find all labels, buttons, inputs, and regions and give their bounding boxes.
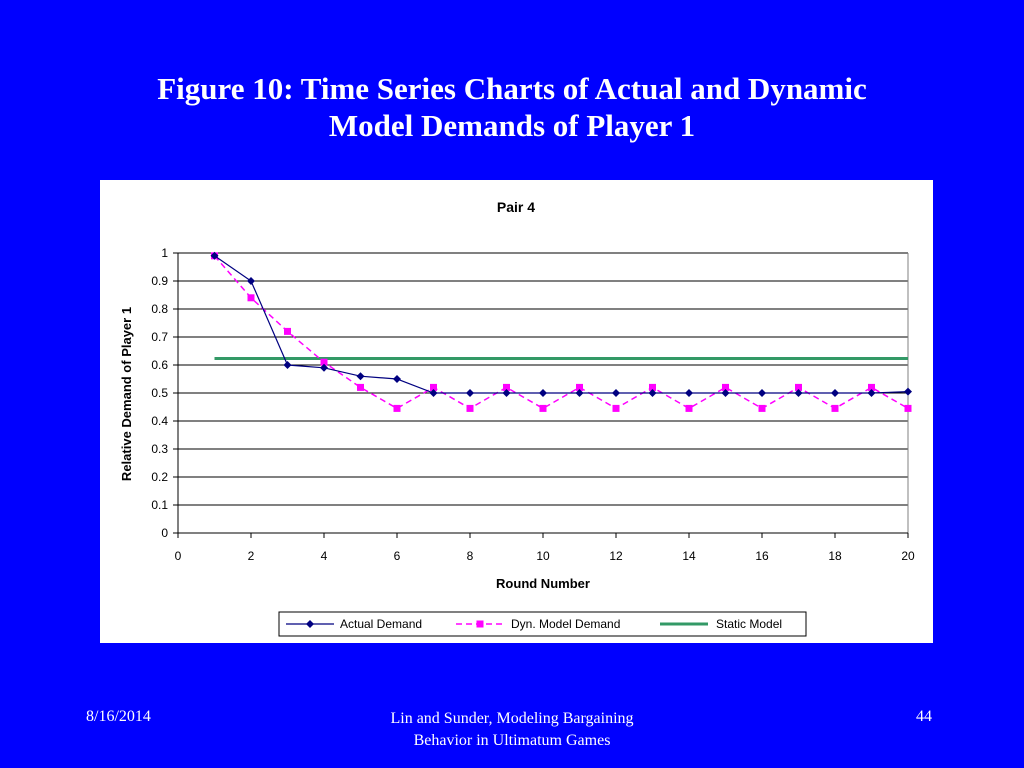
data-point-actual-demand xyxy=(758,389,766,397)
data-point-actual-demand xyxy=(831,389,839,397)
x-axis-label: Round Number xyxy=(496,576,590,591)
legend-box xyxy=(278,611,807,637)
data-point-dyn-model-demand xyxy=(576,383,583,391)
data-point-actual-demand xyxy=(904,387,912,396)
x-tick-label: 12 xyxy=(609,549,623,563)
x-tick-label: 6 xyxy=(394,549,401,563)
data-point-dyn-model-demand xyxy=(831,404,839,412)
y-tick-label: 0.1 xyxy=(151,498,168,512)
series-line-dyn-model-demand xyxy=(213,255,909,410)
legend-label-static-model: Static Model xyxy=(716,617,782,631)
data-point-actual-demand xyxy=(247,277,255,285)
y-tick-label: 0.8 xyxy=(151,302,168,316)
x-tick-label: 2 xyxy=(248,549,255,563)
x-tick-label: 18 xyxy=(828,549,842,563)
x-tick-label: 4 xyxy=(321,549,328,563)
x-tick-label: 10 xyxy=(536,549,550,563)
chart-area: Pair 4 0 0.1 0.2 0.3 0.4 0.5 0.6 0.7 0.8 0.9 1 0 2 4 6… xyxy=(100,180,933,643)
slide-title: Figure 10: Time Series Charts of Actual … xyxy=(62,70,962,144)
data-point-dyn-model-demand xyxy=(612,404,620,412)
legend-marker-dyn-model-demand xyxy=(476,620,484,628)
data-point-actual-demand xyxy=(648,389,657,397)
legend-label-dyn-model-demand: Dyn. Model Demand xyxy=(511,617,620,631)
data-point-dyn-model-demand xyxy=(503,383,510,391)
y-tick-label: 1 xyxy=(161,246,168,260)
data-point-actual-demand xyxy=(612,389,620,397)
data-point-dyn-model-demand xyxy=(466,404,474,412)
line-chart: Pair 4 00.10.20.30.40.50.60.70.80.910 2 4 6… xyxy=(119,199,915,637)
data-point-actual-demand xyxy=(210,251,219,260)
data-point-dyn-model-demand xyxy=(357,383,364,391)
series-line-actual-demand xyxy=(214,255,909,394)
y-tick-label: 0.6 xyxy=(151,358,168,372)
series-dyn-model-demand xyxy=(211,252,912,412)
data-point-dyn-model-demand xyxy=(795,383,802,391)
data-point-dyn-model-demand xyxy=(320,358,328,366)
data-point-dyn-model-demand xyxy=(868,383,875,391)
x-tick-label: 0 xyxy=(175,549,182,563)
slide-title-line1: Figure 10: Time Series Charts of Actual … xyxy=(157,71,867,106)
legend-label-actual-demand: Actual Demand xyxy=(340,617,422,631)
y-tick-label: 0 xyxy=(161,526,168,540)
footer-citation: Lin and Sunder, Modeling Bargaining Beha… xyxy=(312,708,712,752)
y-tick-label: 0.7 xyxy=(151,330,168,344)
y-tick-label: 0.3 xyxy=(151,442,168,456)
x-tick-label: 8 xyxy=(467,549,474,563)
footer-citation-line1: Lin and Sunder, Modeling Bargaining xyxy=(390,710,634,727)
data-point-dyn-model-demand xyxy=(904,404,912,412)
chart-title: Pair 4 xyxy=(497,199,535,215)
y-tick-label: 0.9 xyxy=(151,274,168,288)
chart-legend: Actual Demand Dyn. Model Demand Static Mod… xyxy=(278,611,807,637)
data-point-dyn-model-demand xyxy=(247,294,255,302)
data-point-dyn-model-demand xyxy=(539,404,547,412)
x-tick-label: 14 xyxy=(682,549,696,563)
x-tick-label: 16 xyxy=(755,549,769,563)
series-actual-demand xyxy=(210,251,912,397)
page-number: 44 xyxy=(916,708,932,725)
data-point-actual-demand xyxy=(721,389,730,397)
data-point-actual-demand xyxy=(685,389,693,397)
data-point-dyn-model-demand xyxy=(430,383,437,391)
data-point-dyn-model-demand xyxy=(284,327,291,335)
data-point-dyn-model-demand xyxy=(685,404,693,412)
y-tick-label: 0.2 xyxy=(151,470,168,484)
data-point-actual-demand xyxy=(320,363,328,372)
data-point-actual-demand xyxy=(393,375,401,383)
data-point-dyn-model-demand xyxy=(649,383,656,391)
data-point-actual-demand xyxy=(794,389,803,397)
data-point-actual-demand xyxy=(356,372,365,381)
footer-citation-line2: Behavior in Ultimatum Games xyxy=(413,732,611,749)
data-point-actual-demand xyxy=(466,389,474,397)
data-point-dyn-model-demand xyxy=(393,404,401,412)
data-point-actual-demand xyxy=(429,389,438,397)
y-axis-label: Relative Demand of Player 1 xyxy=(119,307,134,481)
data-point-actual-demand xyxy=(575,389,584,397)
data-point-actual-demand xyxy=(867,389,876,397)
data-point-actual-demand xyxy=(283,361,292,369)
legend-marker-actual-demand xyxy=(306,620,314,628)
y-tick-label: 0.4 xyxy=(151,414,168,428)
data-point-actual-demand xyxy=(539,389,547,397)
data-point-actual-demand xyxy=(502,389,511,397)
slide-title-line2: Model Demands of Player 1 xyxy=(328,108,696,143)
x-tick-label: 20 xyxy=(901,549,915,563)
data-point-dyn-model-demand xyxy=(722,383,729,391)
y-tick-label: 0.5 xyxy=(151,386,168,400)
data-point-dyn-model-demand xyxy=(758,404,766,412)
footer-date: 8/16/2014 xyxy=(86,708,151,725)
